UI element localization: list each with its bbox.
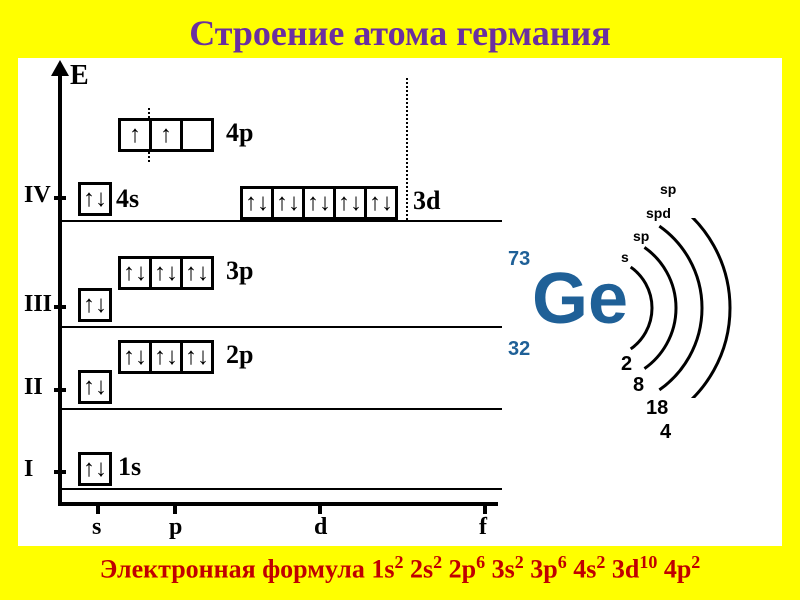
mass-number: 73 [508, 248, 530, 271]
x-tick [173, 502, 177, 514]
orbital-label: 3d [413, 186, 440, 216]
shell-arc [631, 267, 652, 349]
orbital-label: 4p [226, 118, 253, 148]
shell-subshell-label: s [621, 249, 629, 265]
energy-level-line [62, 220, 502, 222]
orbital-label: 2p [226, 340, 253, 370]
y-axis [58, 70, 62, 505]
subshell-label: p [169, 514, 182, 541]
x-tick [483, 502, 487, 514]
orbital-2p: ↑↓↑↓↑↓ [118, 340, 211, 374]
orbital-2s: ↑↓ [78, 370, 109, 404]
orbital-cell: ↑↓ [240, 186, 274, 220]
orbital-cell: ↑↓ [271, 186, 305, 220]
shell-electron-count: 2 [621, 353, 632, 376]
shell-subshell-label: sp [633, 228, 649, 244]
orbital-cell: ↑↓ [364, 186, 398, 220]
orbital-cell: ↑↓ [78, 182, 112, 216]
orbital-cell: ↑↓ [118, 256, 152, 290]
orbital-cell: ↑↓ [78, 288, 112, 322]
orbital-cell: ↑↓ [78, 370, 112, 404]
content-panel: E IIIIIIIV↑↓1s↑↓2s↑↓↑↓↑↓2p↑↓3s↑↓↑↓↑↓3p↑↓… [18, 58, 782, 546]
orbital-4s: ↑↓ [78, 182, 109, 216]
orbital-label: 3p [226, 256, 253, 286]
shell-subshell-label: spd [646, 205, 671, 221]
orbital-cell: ↑↓ [149, 256, 183, 290]
orbital-4p: ↑↑ [118, 118, 211, 152]
shell-electron-count: 4 [660, 421, 671, 444]
subshell-label: f [479, 514, 487, 541]
orbital-cell: ↑↓ [180, 256, 214, 290]
x-tick [96, 502, 100, 514]
y-tick [54, 470, 66, 474]
orbital-cell: ↑↓ [333, 186, 367, 220]
slide-title: Строение атома германия [6, 12, 794, 54]
orbital-cell: ↑↓ [180, 340, 214, 374]
shell-subshell-label: sp [660, 181, 676, 197]
shell-electron-count: 8 [633, 374, 644, 397]
period-label: III [24, 291, 52, 318]
subshell-label: s [92, 514, 101, 541]
energy-level-line [62, 326, 502, 328]
electron-shells [612, 218, 772, 398]
subshell-label: d [314, 514, 327, 541]
orbital-3d: ↑↓↑↓↑↓↑↓↑↓ [240, 186, 395, 220]
y-tick [54, 196, 66, 200]
orbital-3p: ↑↓↑↓↑↓ [118, 256, 211, 290]
atomic-number: 32 [508, 338, 530, 361]
atom-panel: 73 32 Ge s2sp8spd18sp4 [502, 188, 762, 418]
orbital-label: 4s [116, 184, 139, 214]
period-label: IV [24, 182, 51, 209]
x-tick [318, 502, 322, 514]
orbital-cell: ↑↓ [302, 186, 336, 220]
orbital-cell: ↑ [149, 118, 183, 152]
orbital-label: 1s [118, 452, 141, 482]
energy-diagram: E IIIIIIIV↑↓1s↑↓2s↑↓↑↓↑↓2p↑↓3s↑↓↑↓↑↓3p↑↓… [18, 58, 518, 546]
x-axis [58, 502, 498, 506]
y-axis-label: E [70, 60, 89, 92]
slide-frame: Строение атома германия E IIIIIIIV↑↓1s↑↓… [0, 0, 800, 600]
shell-arc [644, 247, 676, 368]
period-label: II [24, 374, 43, 401]
orbital-cell: ↑ [118, 118, 152, 152]
electron-formula: Электронная формула 1s2 2s2 2p6 3s2 3p6 … [6, 552, 794, 585]
shell-electron-count: 18 [646, 397, 668, 420]
orbital-cell: ↑↓ [118, 340, 152, 374]
y-tick [54, 388, 66, 392]
shell-arc [659, 226, 702, 390]
period-label: I [24, 456, 33, 483]
orbital-1s: ↑↓ [78, 452, 109, 486]
orbital-cell: ↑↓ [78, 452, 112, 486]
orbital-3s: ↑↓ [78, 288, 109, 322]
orbital-cell [180, 118, 214, 152]
y-tick [54, 305, 66, 309]
dashed-guide [406, 78, 408, 220]
orbital-cell: ↑↓ [149, 340, 183, 374]
energy-level-line [62, 488, 502, 490]
energy-level-line [62, 408, 502, 410]
